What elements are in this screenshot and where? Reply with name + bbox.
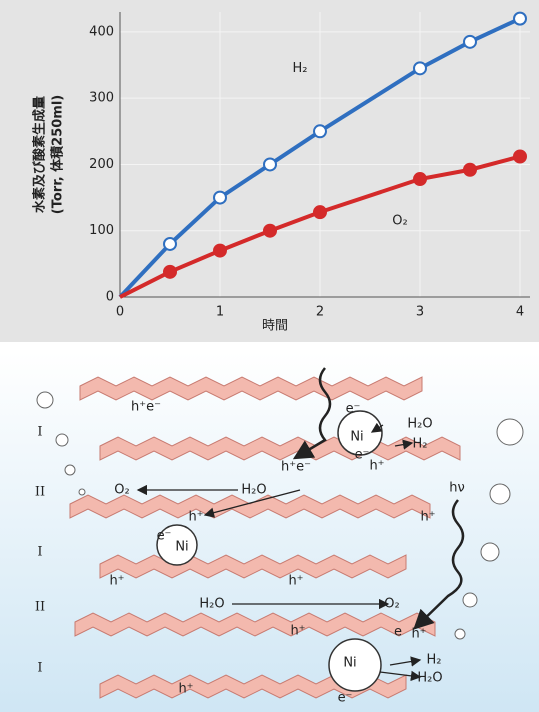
marker	[314, 206, 326, 218]
diagram-label: hν	[449, 481, 465, 496]
marker	[464, 164, 476, 176]
diagram-label: H₂	[427, 653, 442, 668]
marker	[214, 192, 226, 204]
diagram-label: II	[35, 485, 45, 500]
bubble	[79, 489, 85, 495]
diagram-label: H₂	[413, 437, 428, 452]
marker	[514, 13, 526, 25]
x-tick-label: 3	[416, 305, 424, 320]
marker	[214, 245, 226, 257]
diagram-label: e⁻	[157, 529, 172, 544]
diagram-label: h⁺	[288, 574, 303, 589]
page: {"chart_data":{"type":"line","xlabel":"時…	[0, 0, 539, 712]
marker	[164, 238, 176, 250]
bubble	[56, 434, 68, 446]
x-tick-label: 1	[216, 305, 224, 320]
diagram-label: Ni	[175, 540, 188, 555]
diagram-label: H₂O	[199, 597, 224, 612]
diagram-label: H₂O	[407, 417, 432, 432]
series-label: O₂	[392, 213, 407, 228]
marker	[414, 173, 426, 185]
diagram-label: h⁺	[411, 627, 426, 642]
bubble	[490, 484, 510, 504]
y-axis-label: (Torr, 体積250ml)	[50, 95, 66, 214]
bubble	[463, 593, 477, 607]
diagram-label: I	[37, 661, 42, 676]
marker	[514, 150, 526, 162]
marker	[464, 36, 476, 48]
diagram-label: I	[37, 545, 42, 560]
diagram-label: O₂	[114, 483, 129, 498]
diagram-label: e⁻	[338, 691, 353, 706]
diagram-label: I	[37, 425, 42, 440]
bubble	[37, 392, 53, 408]
marker	[314, 125, 326, 137]
marker	[414, 62, 426, 74]
diagram-label: Ni	[350, 430, 363, 445]
diagram-label: h⁺	[178, 682, 193, 697]
y-tick-label: 400	[89, 24, 114, 39]
figure: IIIIIIIh⁺e⁻e⁻Nie⁻h⁺H₂OH₂h⁺e⁻O₂H₂Oh⁺e⁻Nih…	[0, 0, 539, 712]
x-tick-label: 4	[516, 305, 524, 320]
marker	[164, 266, 176, 278]
diagram-label: h⁺	[188, 510, 203, 525]
bubble	[455, 629, 465, 639]
marker	[264, 158, 276, 170]
diagram-label: e	[394, 625, 402, 640]
diagram-label: H₂O	[417, 671, 442, 686]
y-tick-label: 0	[106, 290, 114, 305]
diagram-label: h⁺	[420, 510, 435, 525]
bubble	[481, 543, 499, 561]
diagram-label: h⁺e⁻	[281, 460, 311, 475]
diagram-label: e⁻	[346, 402, 361, 417]
diagram-label: h⁺	[369, 459, 384, 474]
bubble	[497, 419, 523, 445]
diagram-label: e⁻	[355, 448, 370, 463]
diagram-label: Ni	[343, 656, 356, 671]
marker	[264, 225, 276, 237]
diagram-label: II	[35, 600, 45, 615]
series-label: H₂	[293, 61, 308, 76]
diagram-label: h⁺	[109, 574, 124, 589]
y-tick-label: 300	[89, 91, 114, 106]
y-tick-label: 100	[89, 223, 114, 238]
diagram-background	[0, 352, 539, 712]
diagram-label: h⁺e⁻	[131, 400, 161, 415]
x-tick-label: 2	[316, 305, 324, 320]
bubble	[65, 465, 75, 475]
diagram-label: H₂O	[241, 483, 266, 498]
y-axis-label: 水素及び酸素生成量	[32, 96, 48, 213]
x-axis-label: 時間	[262, 319, 288, 334]
x-tick-label: 0	[116, 305, 124, 320]
y-tick-label: 200	[89, 157, 114, 172]
diagram-label: O₂	[384, 597, 399, 612]
diagram-label: h⁺	[290, 624, 305, 639]
